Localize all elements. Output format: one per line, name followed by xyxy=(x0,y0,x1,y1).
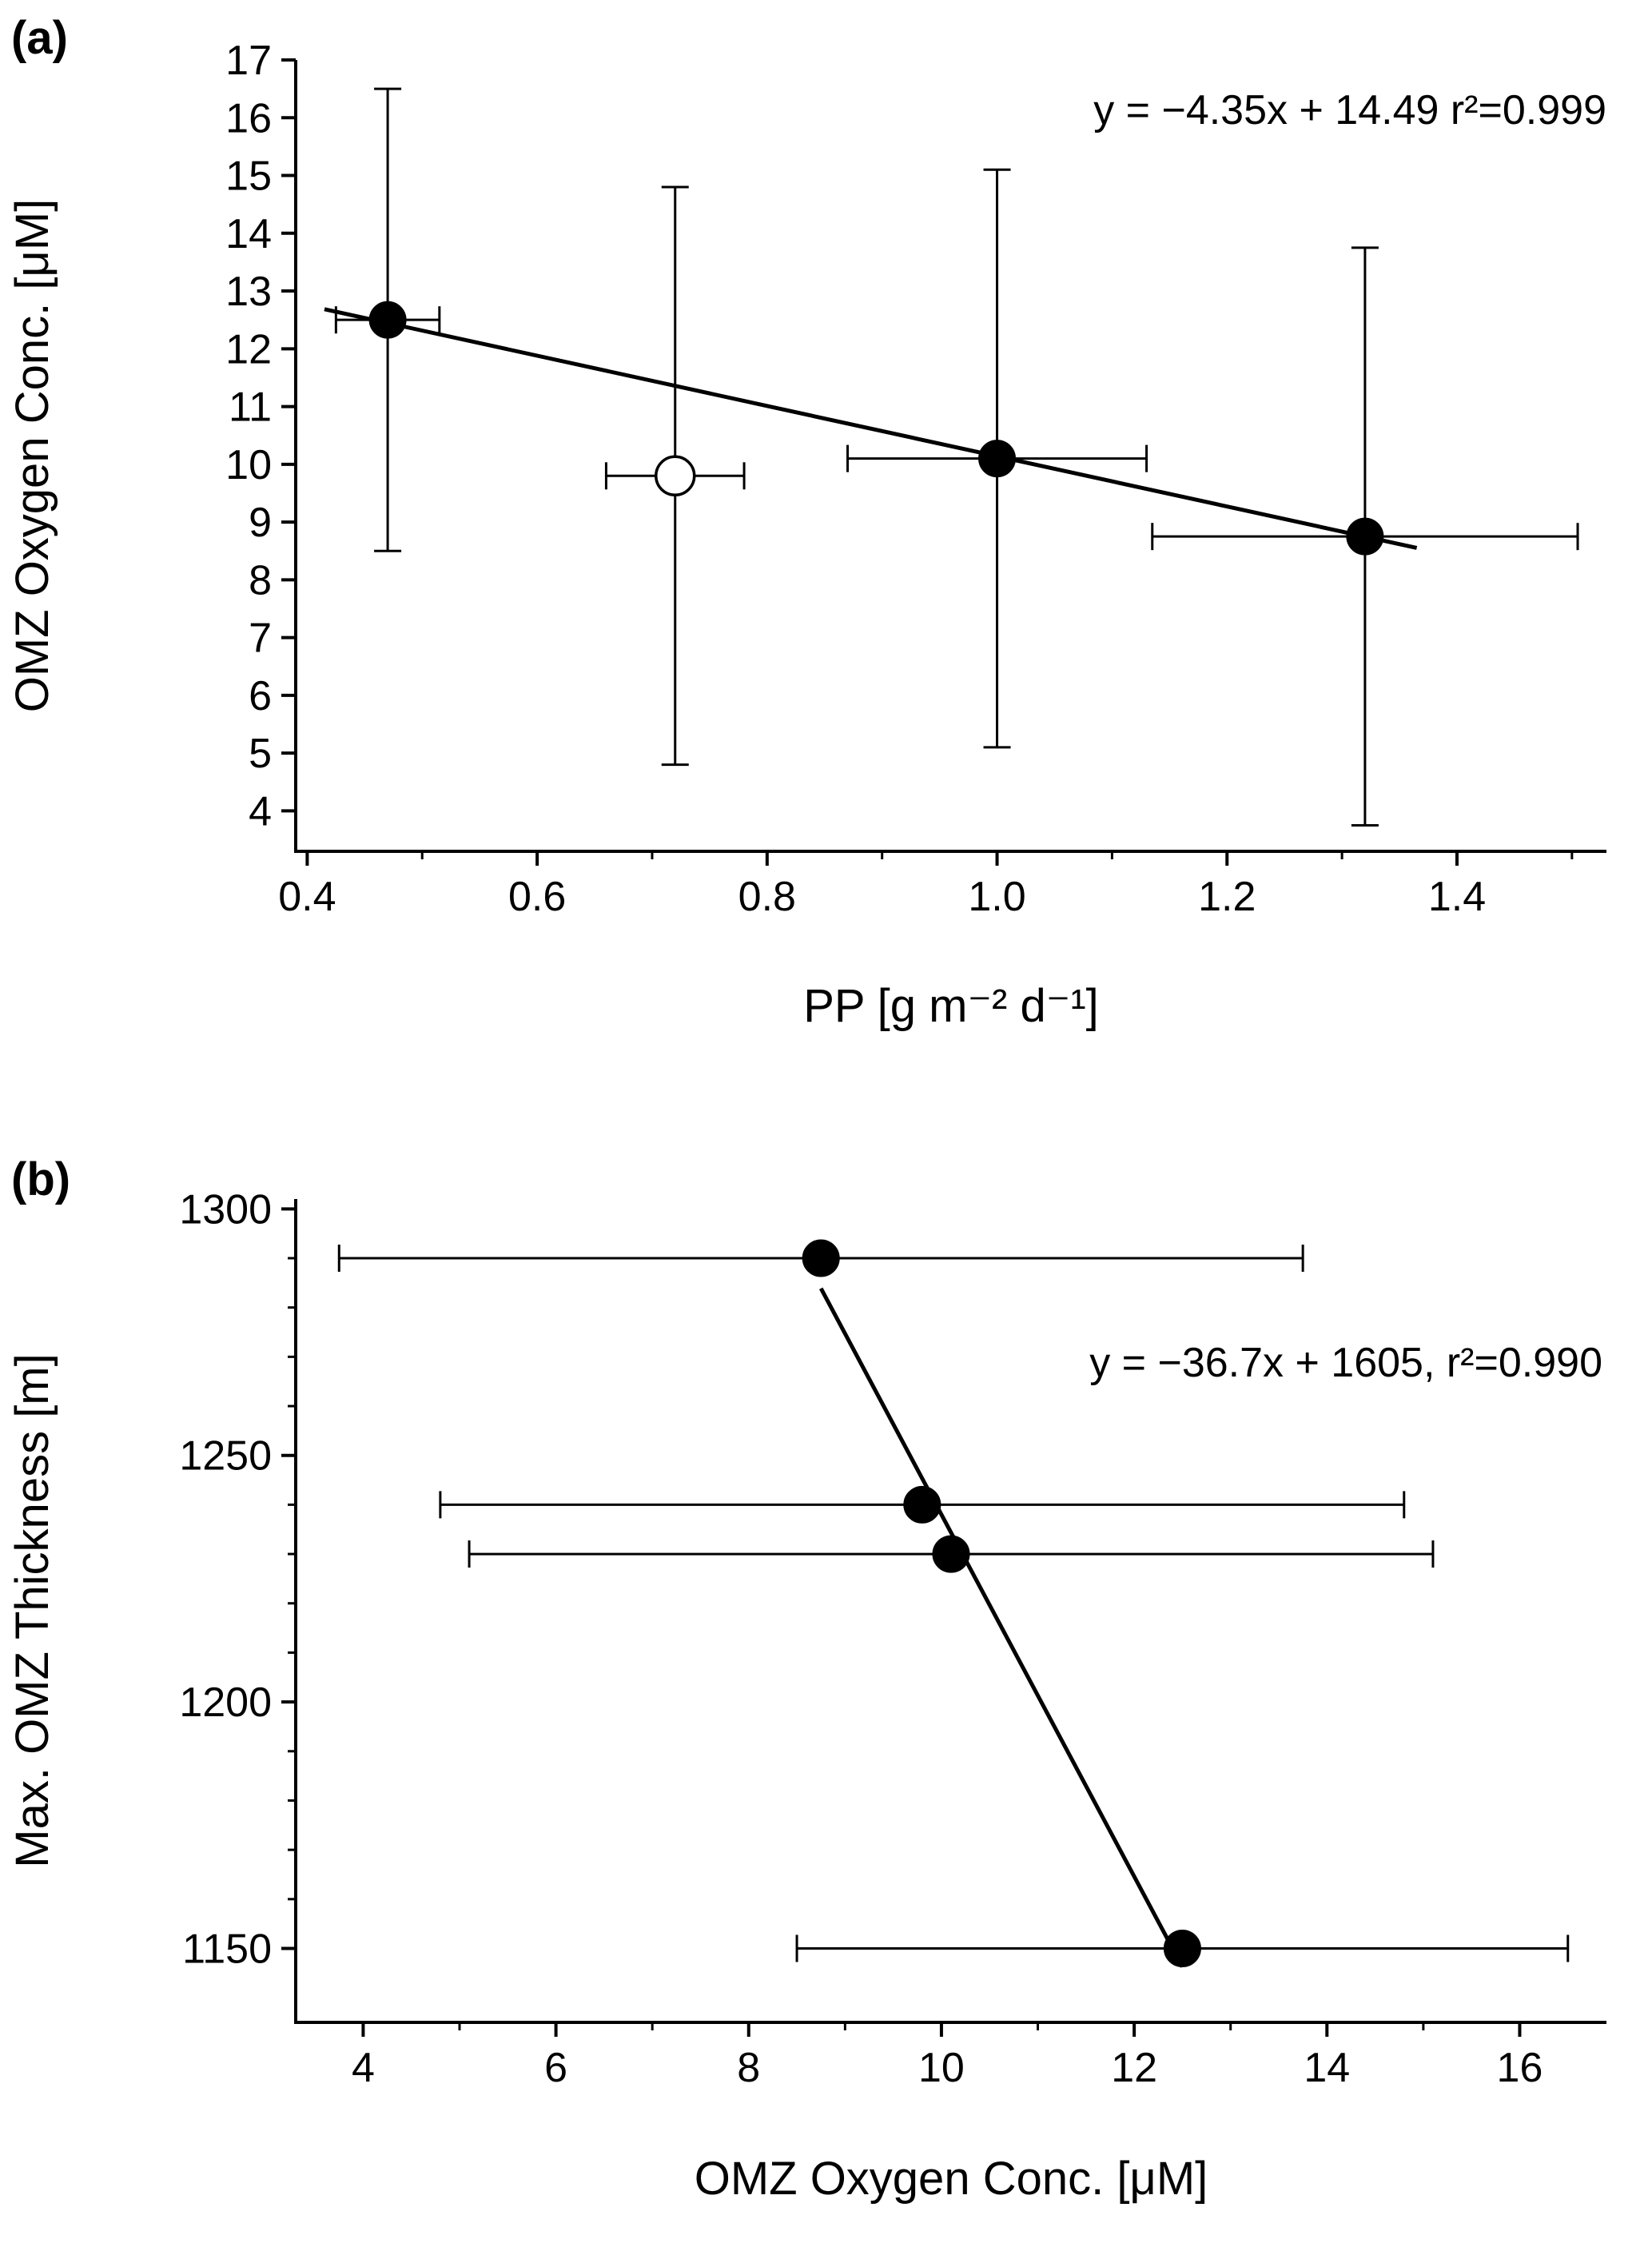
y-tick-label: 9 xyxy=(249,500,272,546)
y-tick-label: 14 xyxy=(225,211,272,257)
axes xyxy=(294,60,1606,853)
y-tick-label: 1150 xyxy=(182,1926,272,1972)
y-tick-label: 1250 xyxy=(179,1433,272,1480)
y-tick-label: 15 xyxy=(225,153,272,200)
panel-a-label: (a) xyxy=(11,12,68,64)
data-point-filled-circle xyxy=(932,1535,970,1573)
x-tick-label: 16 xyxy=(1497,2045,1543,2091)
y-tick-label: 8 xyxy=(249,557,272,604)
y-tick-label: 4 xyxy=(249,788,272,835)
y-tick-label: 5 xyxy=(249,731,272,777)
x-tick-label: 1.2 xyxy=(1198,874,1256,920)
data-point-filled-circle xyxy=(1163,1929,1201,1967)
panel-a-chart: 0.4 0.6 0.8 1.0 1.2 1.4 4 5 6 7 8 9 10 11 12 13 14 15 16 17… xyxy=(6,38,1606,1032)
y-tick-label: 10 xyxy=(225,442,272,488)
y-tick-label: 7 xyxy=(249,616,272,662)
data-point-filled-circle xyxy=(903,1485,941,1524)
y-axis-label: Max. OMZ Thickness [m] xyxy=(6,1353,58,1867)
data-point-filled-circle xyxy=(978,440,1017,478)
regression-line xyxy=(818,1287,1184,1968)
regression-annotation: y = −36.7x + 1605, r²=0.990 xyxy=(1089,1340,1602,1386)
x-tick-label: 8 xyxy=(737,2045,760,2091)
y-axis-label: OMZ Oxygen Conc. [μM] xyxy=(6,199,58,713)
data-point-open-circle xyxy=(654,455,696,497)
x-tick-label: 0.8 xyxy=(738,874,796,920)
y-tick-label: 1300 xyxy=(179,1186,272,1233)
y-tick-label: 11 xyxy=(229,384,272,431)
data-point-filled-circle xyxy=(368,301,407,339)
data-point-filled-circle xyxy=(802,1239,840,1277)
x-axis-label: PP [g m⁻² d⁻¹] xyxy=(803,980,1099,1032)
y-tick-label: 13 xyxy=(225,269,272,315)
y-tick-label: 17 xyxy=(225,38,272,84)
y-tick-label: 12 xyxy=(225,326,272,373)
y-tick-label: 6 xyxy=(249,673,272,719)
data-point-filled-circle xyxy=(1346,517,1384,556)
y-tick-label: 16 xyxy=(225,95,272,141)
x-tick-label: 12 xyxy=(1111,2045,1157,2091)
regression-annotation: y = −4.35x + 14.49 r²=0.999 xyxy=(1093,87,1606,133)
x-tick-label: 0.6 xyxy=(508,874,566,920)
x-tick-label: 4 xyxy=(352,2045,375,2091)
panel-b-chart: 4 6 8 10 12 14 16 1150 1200 1250 1300 OMZ Oxygen Co… xyxy=(6,1186,1606,2205)
y-tick-label: 1200 xyxy=(179,1679,272,1726)
x-tick-label: 14 xyxy=(1304,2045,1350,2091)
regression-line xyxy=(324,307,1418,550)
x-tick-label: 0.4 xyxy=(278,874,336,920)
x-tick-label: 1.4 xyxy=(1428,874,1486,920)
x-tick-label: 1.0 xyxy=(968,874,1025,920)
x-tick-label: 10 xyxy=(918,2045,965,2091)
axes xyxy=(294,1199,1606,2024)
panel-b-label: (b) xyxy=(11,1153,71,1205)
x-axis-label: OMZ Oxygen Conc. [μM] xyxy=(695,2153,1208,2205)
x-tick-label: 6 xyxy=(544,2045,567,2091)
